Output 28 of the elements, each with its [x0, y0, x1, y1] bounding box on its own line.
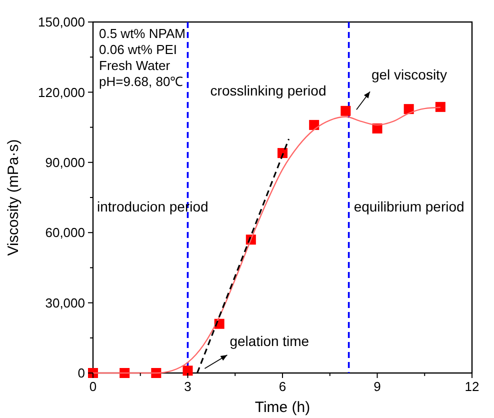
annotation: Fresh Water	[99, 58, 171, 73]
point	[309, 120, 320, 130]
y-tick-label: 120,000	[38, 84, 85, 100]
y-tick-label: 60,000	[45, 225, 85, 240]
y-tick-label: 0	[78, 366, 85, 381]
x-tick-label: 12	[464, 379, 480, 394]
annotation: gelation time	[230, 333, 310, 349]
x-tick-label: 9	[374, 379, 381, 394]
point	[182, 366, 193, 376]
annotation: equilibrium period	[354, 198, 464, 215]
x-axis-title: Time (h)	[254, 399, 310, 416]
point	[120, 368, 130, 378]
annotation: pH=9.68, 80℃	[99, 74, 184, 89]
point	[340, 106, 351, 116]
y-tick-label: 150,000	[38, 14, 85, 30]
point	[435, 102, 446, 112]
y-axis-title: Viscosity (mPa·s)	[5, 139, 22, 256]
y-tick-label: 30,000	[45, 295, 85, 310]
x-tick-label: 0	[89, 379, 97, 394]
x-tick-label: 3	[184, 379, 192, 394]
point	[404, 104, 414, 114]
annotation: 0.06 wt% PEI	[99, 42, 178, 57]
y-tick-label: 90,000	[45, 154, 85, 170]
annotation: 0.5 wt% NPAM	[99, 26, 186, 41]
x-tick-label: 6	[278, 379, 286, 394]
annotation: crosslinking period	[210, 82, 326, 99]
annotation: gel viscosity	[371, 66, 447, 83]
annotation: introducion period	[97, 198, 208, 215]
